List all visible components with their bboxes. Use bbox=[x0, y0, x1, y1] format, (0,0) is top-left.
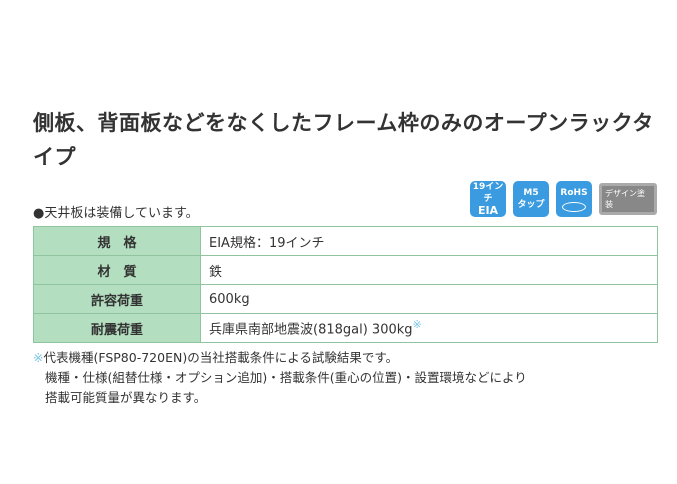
feature-badges: 19インチ EIA M5 タップ RoHS デザイン塗装 bbox=[470, 181, 657, 217]
page-title: 側板、背面板などをなくしたフレーム枠のみのオープンラックタイプ bbox=[33, 111, 654, 169]
spec-value: EIA規格：19インチ bbox=[200, 226, 658, 256]
spec-value-cell: 兵庫県南部地震波(818gal) 300kg※ bbox=[200, 313, 658, 343]
footnote-mark: ※ bbox=[412, 318, 422, 332]
top-panel-note: ●天井板は装備しています。 bbox=[33, 206, 199, 221]
badge-text: EIA bbox=[477, 204, 499, 217]
badge-text: 19インチ bbox=[472, 182, 504, 204]
spec-label: 耐震荷重 bbox=[33, 313, 201, 343]
spec-table: 規 格 EIA規格：19インチ 材 質鉄 許容荷重 600kg 耐震荷重 兵庫県南部地… bbox=[33, 226, 658, 343]
footnote-line: 代表機種(FSP80-720EN)の当社搭載条件による試験結果です。 bbox=[43, 350, 399, 365]
table-row: 耐震荷重 兵庫県南部地震波(818gal) 300kg※ bbox=[33, 313, 658, 343]
leaf-icon bbox=[562, 201, 586, 212]
design-paint-badge-icon: デザイン塗装 bbox=[599, 181, 657, 217]
footnote: ※代表機種(FSP80-720EN)の当社搭載条件による試験結果です。 機種・仕… bbox=[33, 348, 527, 408]
badge-text: タップ bbox=[517, 200, 545, 210]
spec-value: 600kg bbox=[200, 284, 658, 314]
badge-text: デザイン塗装 bbox=[599, 183, 657, 215]
spec-value: 鉄 bbox=[200, 255, 658, 285]
footnote-line: 搭載可能質量が異なります。 bbox=[45, 390, 207, 405]
footnote-line: 機種・仕様(組替仕様・オプション追加)・搭載条件(重心の位置)・設置環境などによ… bbox=[45, 370, 527, 385]
spec-label: 規 格 bbox=[33, 226, 201, 256]
badge-text: RoHS bbox=[560, 187, 588, 198]
eia-19inch-badge-icon: 19インチ EIA bbox=[470, 181, 506, 217]
spec-value: 兵庫県南部地震波(818gal) 300kg bbox=[209, 322, 413, 338]
badge-text: M5 bbox=[523, 188, 539, 198]
spec-label: 許容荷重 bbox=[33, 284, 201, 314]
table-row: 許容荷重 600kg bbox=[33, 284, 658, 314]
table-row: 材 質鉄 bbox=[33, 255, 658, 285]
rohs-badge-icon: RoHS bbox=[556, 181, 592, 217]
spec-label: 材 質 bbox=[33, 255, 201, 285]
m5-tap-badge-icon: M5 タップ bbox=[513, 181, 549, 217]
table-row: 規 格 EIA規格：19インチ bbox=[33, 226, 658, 256]
footnote-mark: ※ bbox=[33, 350, 44, 365]
